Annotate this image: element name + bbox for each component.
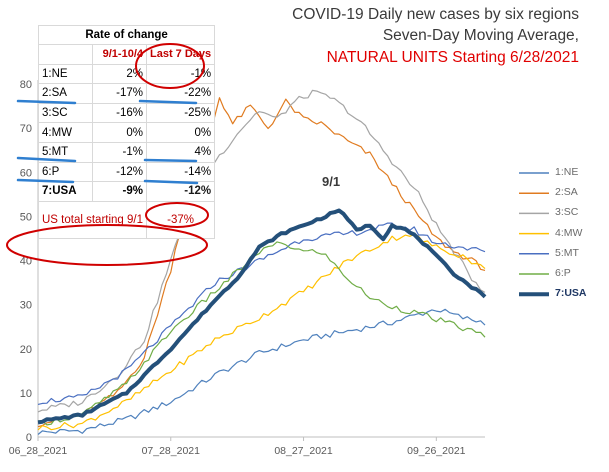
region-change-last-7-days: 0% [145,122,216,143]
rate-table-row: 3:SC -16% -25% [38,102,216,124]
y-tick-label: 0 [26,432,32,444]
legend-usa: 7:USA [555,287,587,299]
rate-table-title: Rate of change [37,25,216,45]
series-line-5mt [37,222,486,405]
legend-p: 6:P [555,267,571,279]
x-tick-label: 08_27_2021 [274,445,333,457]
rate-table-row: 4:MW 0% 0% [38,122,216,143]
region-name: 7:USA [38,181,93,202]
region-name: 5:MT [38,141,93,163]
region-name: 4:MW [38,122,93,143]
y-tick-label: 60 [20,167,32,179]
legend-mt: 5:MT [555,247,579,259]
region-name: 3:SC [38,102,93,124]
peak-annotation: 9/1 [322,174,341,189]
region-name: 2:SA [38,83,93,104]
series-line-4mw [37,233,486,431]
region-change-last-7-days: -1% [145,63,216,85]
y-tick-label: 40 [20,256,32,268]
series-line-2sa [37,97,486,428]
x-tick-label: 07_28_2021 [142,445,201,457]
rate-table-total-row: US total starting 9/1 -37% [38,200,216,239]
region-change-since-9-1: 2% [92,63,147,85]
y-tick-label: 80 [20,79,32,91]
region-change-since-9-1: 0% [92,122,147,143]
legend-ne: 1:NE [555,166,579,178]
rate-table-col1-header: 9/1-10/4 [92,44,147,65]
chart-title-line-3: NATURAL UNITS Starting 6/28/2021 [326,49,579,66]
y-tick-label: 20 [20,344,32,356]
y-tick-label: 30 [20,300,32,312]
rate-table-row: 1:NE 2% -1% [38,63,216,85]
rate-table-row: 2:SA -17% -22% [38,83,216,104]
rate-table-row-usa: 7:USA -9% -12% [38,181,216,202]
region-change-last-7-days: -12% [145,181,216,202]
x-tick-label: 06_28_2021 [9,445,68,457]
legend-mw: 4:MW [555,227,583,239]
rate-table-row: 6:P -12% -14% [38,161,216,183]
region-change-last-7-days: -25% [145,102,216,124]
rate-table-col2-header: Last 7 Days [145,44,216,65]
series-line-6p [37,241,486,426]
region-change-since-9-1: -1% [92,141,147,163]
region-change-last-7-days: -22% [145,83,216,104]
rate-table-blank-cell [38,44,93,65]
region-change-since-9-1: -16% [92,102,147,124]
rate-of-change-table: Rate of change 9/1-10/4 Last 7 Days 1:NE… [37,25,216,239]
region-name: 1:NE [38,63,93,85]
us-total-label: US total starting 9/1 [38,200,147,239]
region-change-since-9-1: -17% [92,83,147,104]
legend-sa: 2:SA [555,186,578,198]
rate-table-row: 5:MT -1% 4% [38,141,216,163]
x-tick-label: 09_26_2021 [407,445,466,457]
region-name: 6:P [38,161,93,183]
us-total-value: -37% [145,200,216,239]
y-tick-label: 50 [20,211,32,223]
legend-sc: 3:SC [555,206,579,218]
series-line-1ne [37,308,486,435]
y-tick-label: 10 [20,388,32,400]
chart-title-line-1: COVID-19 Daily new cases by six regions [292,6,579,23]
series-line-7usa [37,208,487,425]
region-change-last-7-days: 4% [145,141,216,163]
region-change-since-9-1: -12% [92,161,147,183]
region-change-last-7-days: -14% [145,161,216,183]
y-tick-label: 70 [20,123,32,135]
chart-title-line-2: Seven-Day Moving Average, [382,27,579,44]
region-change-since-9-1: -9% [92,181,147,202]
